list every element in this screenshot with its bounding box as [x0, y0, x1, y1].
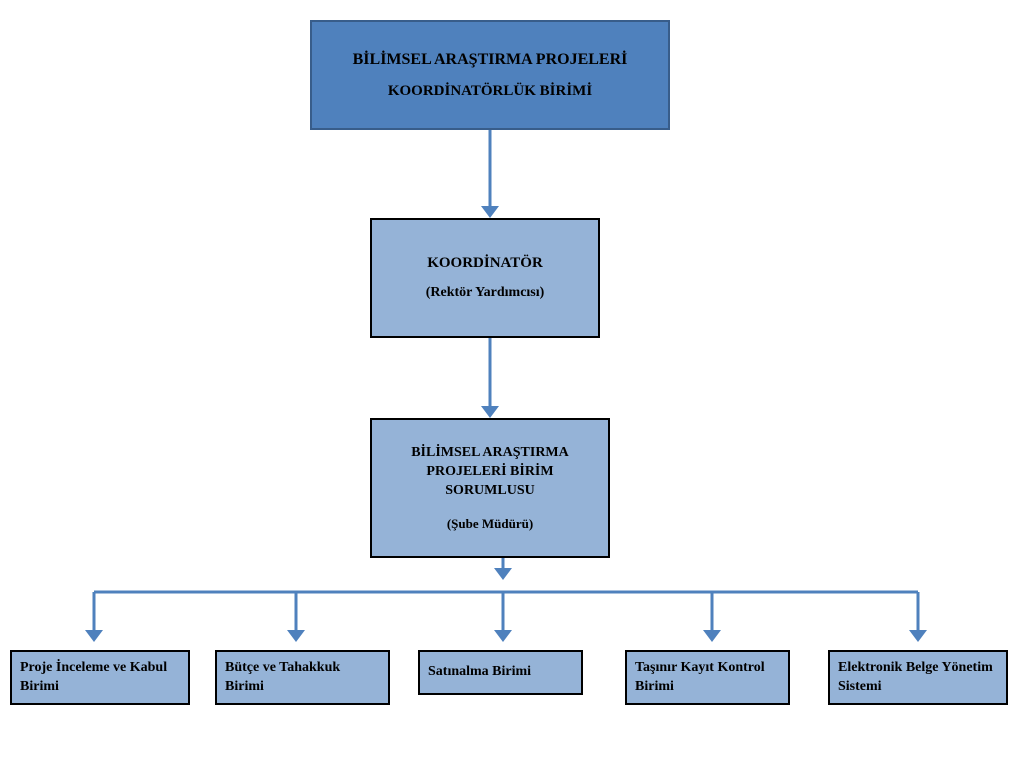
leaf-label: Elektronik Belge Yönetim Sistemi — [838, 659, 998, 697]
leaf-node: Taşınır Kayıt Kontrol Birimi — [625, 650, 790, 705]
node-coordinator-title: KOORDİNATÖR — [427, 253, 543, 273]
leaf-label: Satınalma Birimi — [428, 663, 531, 682]
node-coordinator: KOORDİNATÖR (Rektör Yardımcısı) — [370, 218, 600, 338]
node-coordinator-subtitle: (Rektör Yardımcısı) — [426, 284, 545, 303]
org-chart-canvas: BİLİMSEL ARAŞTIRMA PROJELERİ KOORDİNATÖR… — [0, 0, 1021, 778]
node-unit-responsible: BİLİMSEL ARAŞTIRMA PROJELERİ BİRİM SORUM… — [370, 418, 610, 558]
leaf-node: Satınalma Birimi — [418, 650, 583, 695]
node-unit-responsible-subtitle: (Şube Müdürü) — [447, 515, 533, 533]
leaf-node: Bütçe ve Tahakkuk Birimi — [215, 650, 390, 705]
leaf-label: Proje İnceleme ve Kabul Birimi — [20, 659, 180, 697]
node-root: BİLİMSEL ARAŞTIRMA PROJELERİ KOORDİNATÖR… — [310, 20, 670, 130]
node-root-title: BİLİMSEL ARAŞTIRMA PROJELERİ — [353, 49, 628, 71]
leaf-label: Taşınır Kayıt Kontrol Birimi — [635, 659, 780, 697]
leaf-node: Elektronik Belge Yönetim Sistemi — [828, 650, 1008, 705]
leaf-label: Bütçe ve Tahakkuk Birimi — [225, 659, 380, 697]
node-root-subtitle: KOORDİNATÖRLÜK BİRİMİ — [388, 81, 592, 101]
node-unit-responsible-title: BİLİMSEL ARAŞTIRMA PROJELERİ BİRİM SORUM… — [380, 444, 600, 501]
leaf-node: Proje İnceleme ve Kabul Birimi — [10, 650, 190, 705]
